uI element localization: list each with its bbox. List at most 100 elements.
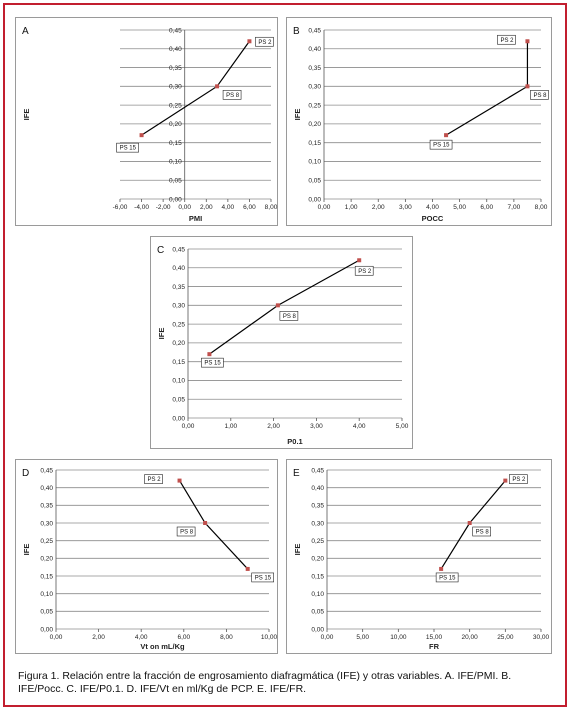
x-tick-label: 0,00: [178, 204, 191, 211]
point-label: PS 15: [120, 146, 137, 152]
y-tick-label: 0,35: [40, 503, 53, 510]
y-tick-label: 0,20: [169, 121, 182, 128]
y-tick-label: 0,30: [308, 84, 321, 91]
point-label: PS 8: [180, 530, 194, 536]
y-tick-label: 0,25: [308, 102, 321, 109]
data-point-marker: [357, 258, 362, 263]
point-label: PS 15: [439, 575, 456, 581]
series-line: [179, 480, 249, 570]
chart-svg-b: B 0,00 0,05 0,10 0,15 0,20 0,25 0,30 0,35 0,40 0,4…: [293, 26, 549, 223]
x-tick-label: 1,00: [345, 204, 358, 211]
y-tick-label: 0,45: [169, 27, 182, 34]
point-label: PS 8: [533, 93, 547, 99]
x-tick-label: 2,00: [92, 634, 105, 641]
point-label: PS 8: [476, 530, 490, 536]
data-point-marker: [467, 521, 472, 525]
x-tick-label: 3,00: [310, 423, 323, 430]
x-tick-label: 20,00: [462, 634, 479, 641]
x-axis-title: POCC: [422, 214, 444, 223]
point-label: PS 2: [258, 40, 272, 46]
x-axis-title: Vt on mL/Kg: [140, 642, 185, 651]
panel-letter-c: C: [157, 245, 164, 256]
y-tick-label: 0,20: [40, 556, 53, 563]
x-tick-label: 6,00: [243, 204, 256, 211]
data-point-marker: [525, 84, 530, 89]
data-point-marker: [177, 478, 182, 483]
x-tick-label: 2,00: [200, 204, 213, 211]
y-tick-label: 0,10: [40, 591, 53, 598]
y-tick-label: 0,05: [308, 178, 321, 185]
point-label: PS 2: [512, 477, 526, 483]
chart-panel-e: E 0,00 0,05 0,10 0,15 0,20 0,25 0,30 0,35 0,40 0,4…: [286, 459, 552, 654]
point-label-box: [144, 474, 163, 484]
y-tick-label: 0,30: [311, 520, 324, 527]
y-tick-label: 0,45: [308, 27, 321, 34]
x-tick-label: 6,00: [480, 204, 493, 211]
x-tick-label: 4,00: [353, 423, 366, 430]
chart-panel-b: B 0,00 0,05 0,10 0,15 0,20 0,25 0,30 0,35 0,40 0,4…: [286, 17, 552, 226]
data-point-marker: [247, 39, 252, 44]
point-label-box: [279, 311, 299, 321]
y-tick-label: 0,00: [40, 626, 53, 633]
x-tick-label: 8,00: [220, 634, 233, 641]
series-line: [440, 480, 506, 570]
chart-panel-d: D 0,00 0,05 0,10 0,15 0,20 0,25 0,30 0,35 0,40 0,4…: [15, 459, 278, 654]
x-tick-label: 8,00: [265, 204, 278, 211]
point-label-box: [176, 526, 196, 537]
point-label-box: [116, 142, 139, 153]
point-label-box: [509, 474, 528, 484]
point-label-box: [255, 36, 274, 47]
point-label: PS 15: [204, 361, 221, 367]
point-label: PS 2: [148, 477, 162, 483]
x-axis-title: P0.1: [287, 437, 302, 446]
y-axis-title: IFE: [157, 328, 166, 340]
x-tick-label: 2,00: [372, 204, 385, 211]
y-tick-label: 0,35: [169, 65, 182, 72]
chart-svg-e: E 0,00 0,05 0,10 0,15 0,20 0,25 0,30 0,35 0,40 0,4…: [293, 467, 550, 651]
series-line: [445, 41, 529, 136]
y-tick-label: 0,10: [311, 591, 324, 598]
y-tick-label: 0,05: [311, 609, 324, 616]
data-point-marker: [207, 352, 212, 357]
point-label: PS 15: [255, 575, 272, 581]
y-tick-label: 0,30: [40, 520, 53, 527]
y-tick-label: 0,15: [172, 359, 185, 366]
x-tick-label: -2,00: [156, 204, 171, 211]
y-tick-label: 0,05: [169, 178, 182, 185]
panel-letter-d: D: [22, 468, 29, 479]
x-tick-label: 5,00: [396, 423, 409, 430]
series-line: [141, 40, 250, 136]
x-tick-label: 5,00: [453, 204, 466, 211]
data-point-marker: [203, 521, 208, 525]
data-point-marker: [525, 39, 530, 44]
point-label-box: [251, 572, 274, 583]
point-label-box: [201, 357, 224, 368]
y-tick-label: 0,35: [311, 503, 324, 510]
x-tick-label: 4,00: [222, 204, 235, 211]
y-tick-label: 0,00: [172, 415, 185, 422]
x-tick-label: 1,00: [224, 423, 237, 430]
y-tick-label: 0,25: [311, 538, 324, 545]
y-tick-label: 0,00: [169, 196, 182, 203]
x-tick-label: -6,00: [113, 204, 128, 211]
x-tick-label: 0,00: [321, 634, 334, 641]
x-tick-label: 3,00: [399, 204, 412, 211]
x-tick-label: 30,00: [533, 634, 550, 641]
x-tick-label: 8,00: [535, 204, 548, 211]
x-tick-label: 7,00: [508, 204, 521, 211]
point-label: PS 2: [500, 38, 514, 44]
y-tick-label: 0,45: [311, 467, 324, 474]
y-tick-label: 0,45: [172, 246, 185, 253]
data-point-marker: [444, 133, 449, 138]
panel-letter-b: B: [293, 26, 300, 37]
y-tick-label: 0,40: [172, 265, 185, 272]
y-tick-label: 0,00: [308, 196, 321, 203]
x-tick-label: 2,00: [267, 423, 280, 430]
y-tick-label: 0,20: [172, 340, 185, 347]
y-tick-label: 0,40: [40, 485, 53, 492]
series-line: [209, 259, 360, 355]
point-label-box: [497, 34, 516, 45]
y-tick-label: 0,40: [169, 46, 182, 53]
y-tick-label: 0,10: [308, 159, 321, 166]
x-tick-label: 0,00: [182, 423, 195, 430]
